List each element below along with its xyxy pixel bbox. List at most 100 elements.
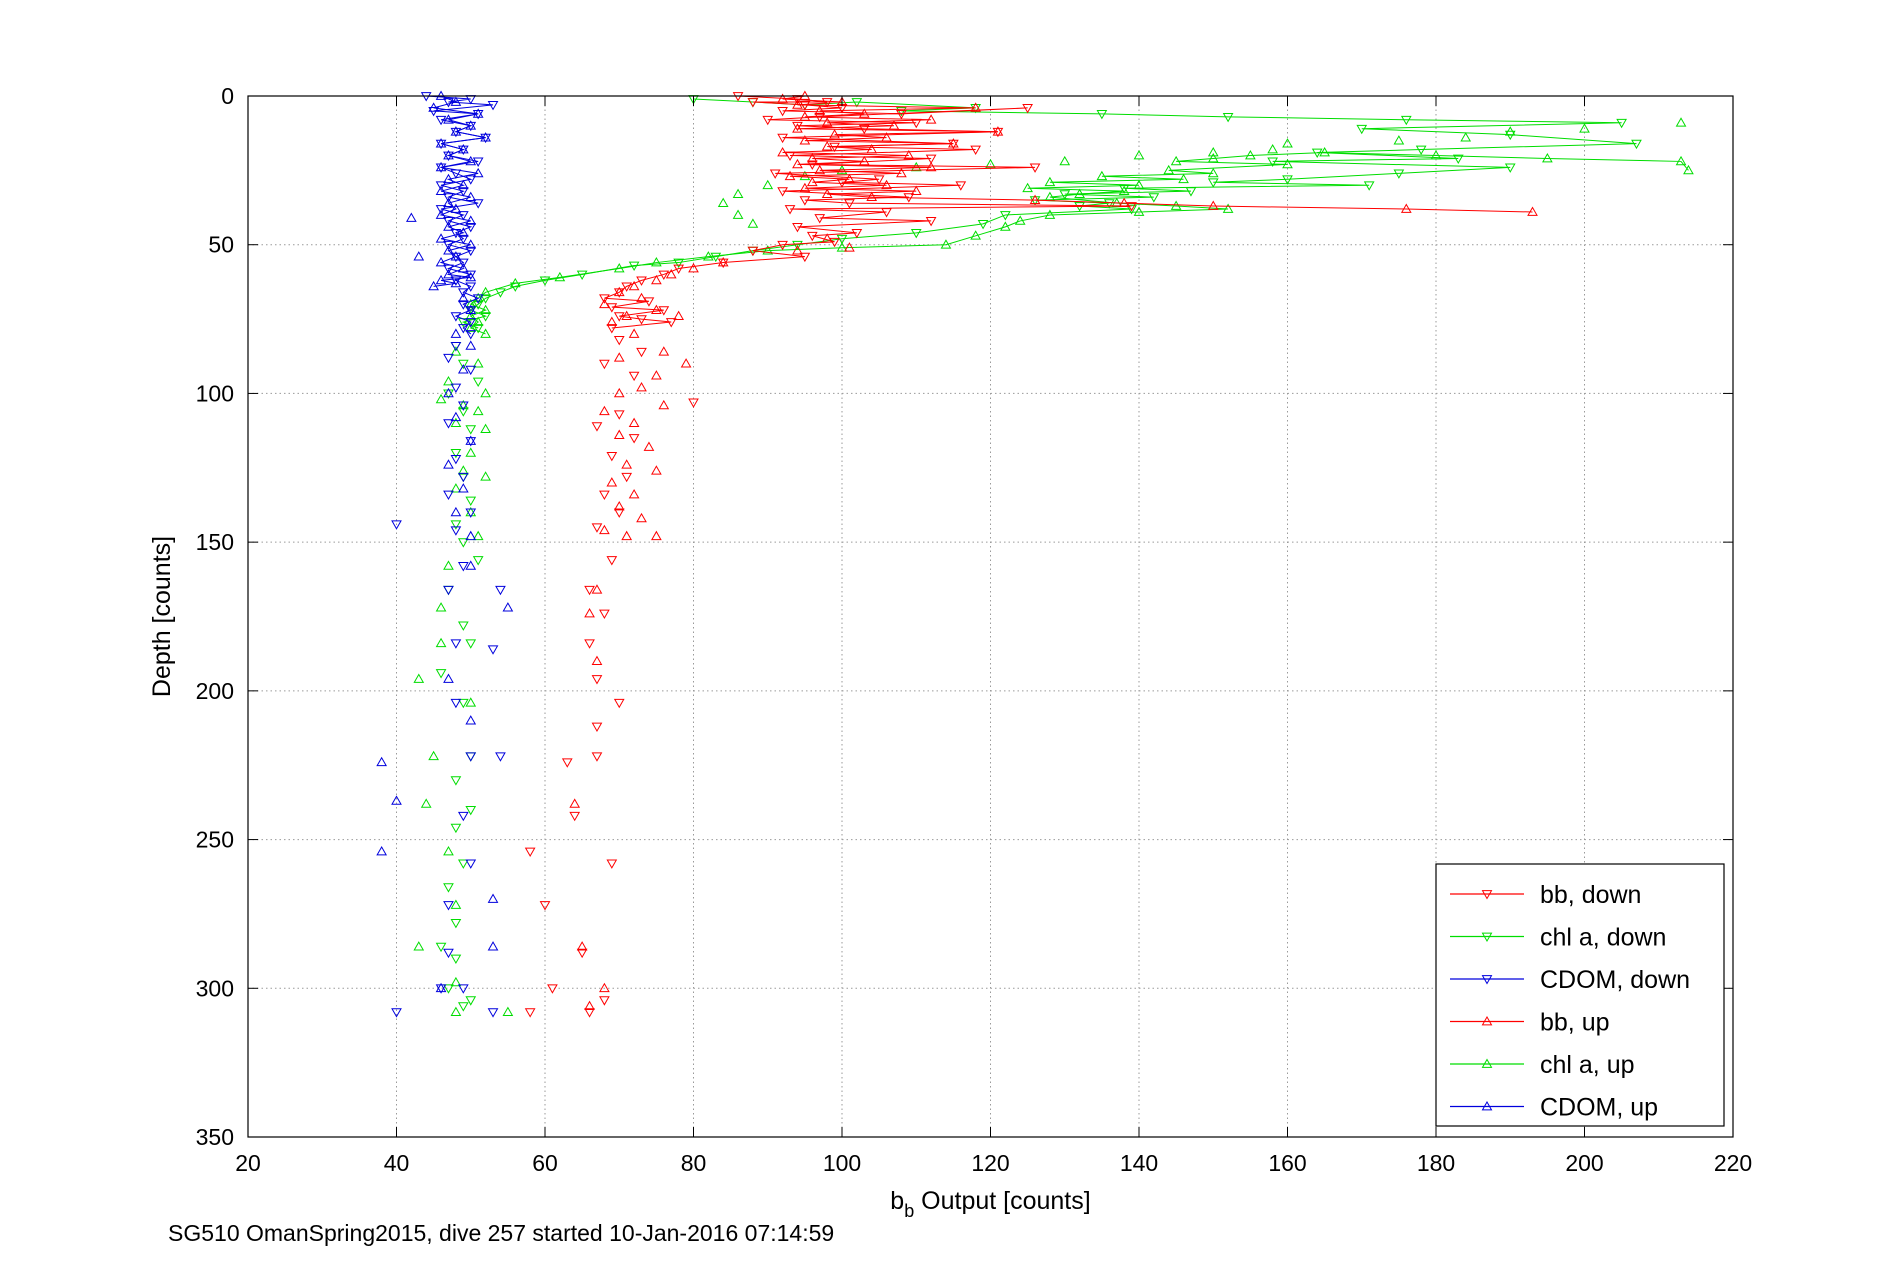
data-point [539,901,551,911]
data-point [836,234,848,245]
data-point [636,315,647,325]
data-point [599,490,610,501]
data-point [1356,124,1368,135]
data-point [465,752,477,762]
data-point [1504,126,1516,136]
data-point [606,859,618,869]
data-point [792,222,803,233]
data-point [1400,203,1412,213]
legend-marker [1481,890,1493,900]
data-point [1170,200,1182,210]
data-point [1133,179,1145,190]
data-point [465,530,477,541]
data-point [465,191,477,202]
data-point [1616,118,1627,129]
data-point [1393,169,1405,179]
data-point [450,277,462,288]
data-point [465,222,477,233]
data-point [539,276,551,286]
data-point [428,102,439,112]
data-point [821,233,833,243]
data-point [613,286,625,297]
data-point [457,984,469,994]
data-point [450,251,462,261]
data-point [925,154,937,164]
data-point [799,196,811,206]
data-point [814,164,826,175]
data-point [1059,190,1071,200]
data-point [613,410,625,420]
data-point [799,182,811,193]
data-point [658,270,670,280]
data-point [665,318,677,328]
data-point [1022,182,1033,193]
data-point [472,294,484,304]
data-point [1207,200,1219,210]
data-point [495,288,506,298]
data-point [881,132,892,142]
data-point [450,383,462,393]
data-point [465,697,477,707]
data-point [903,149,915,160]
data-point [658,306,670,316]
x-tick-label: 40 [384,1150,410,1176]
data-point [457,811,469,822]
data-point [658,346,670,356]
data-point [784,205,796,215]
data-point [948,138,959,148]
data-point [457,698,469,709]
data-point [457,538,469,548]
data-point [457,234,469,245]
data-point [1163,164,1175,175]
data-point [673,258,685,269]
data-point [450,328,462,338]
data-point [435,942,447,953]
data-point [443,389,454,399]
data-point [591,675,603,685]
data-point [599,359,610,370]
series-2 [391,92,506,1018]
data-point [472,405,484,416]
data-point [777,93,788,103]
data-point [443,883,454,893]
data-point [450,96,462,106]
data-point [1675,155,1687,166]
data-point [784,170,796,181]
data-point [435,982,447,993]
data-point [495,585,506,596]
data-point [457,227,469,237]
data-point [1185,187,1197,197]
data-point [465,365,477,376]
data-point [1393,135,1405,145]
data-point [992,127,1004,138]
data-point [1148,193,1160,203]
data-point [443,217,454,227]
data-point [651,304,662,315]
data-point [435,205,447,215]
data-point [1631,139,1642,150]
data-point [955,181,967,191]
data-point [621,310,633,320]
legend-entry: CDOM, down [1450,966,1690,994]
data-point [457,288,469,298]
data-point [591,752,603,762]
data-point [1579,123,1590,133]
dive-caption: SG510 OmanSpring2015, dive 257 started 1… [168,1220,835,1246]
data-point [651,257,662,267]
data-point [450,346,462,356]
data-point [896,106,907,117]
data-point [1207,178,1219,188]
data-point [896,167,907,178]
data-point [465,322,477,332]
data-point [1029,194,1041,204]
data-point [777,147,788,157]
data-point [591,584,603,594]
data-point [599,294,610,304]
data-point [651,465,662,475]
data-point [591,655,603,665]
data-point [450,526,462,536]
data-point [450,520,462,530]
data-point [457,562,469,572]
data-point [487,645,499,655]
data-point [443,268,454,279]
